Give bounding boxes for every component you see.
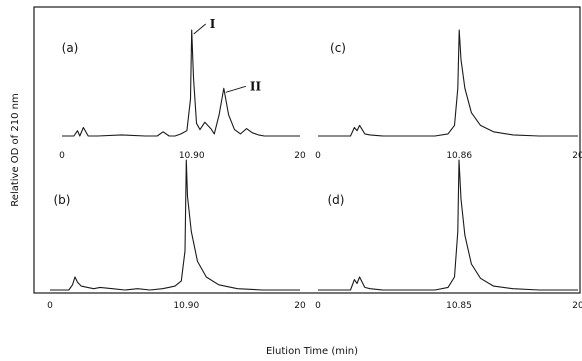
peak-label: II — [250, 79, 262, 93]
chromatogram-trace — [62, 29, 300, 137]
panel-label: (c) — [330, 41, 346, 55]
peak-pointer — [193, 23, 207, 35]
chromatogram-trace — [318, 159, 578, 291]
x-tick-label: 10.90 — [179, 151, 205, 161]
x-tick-label: 10.90 — [173, 301, 199, 311]
peak-label: I — [210, 17, 216, 31]
x-tick-label: 20 — [294, 301, 306, 311]
x-tick-label: 20 — [572, 301, 582, 311]
x-tick-label: 0 — [315, 301, 321, 311]
chromatogram-trace — [50, 159, 300, 291]
peak-pointer — [225, 85, 246, 93]
y-axis-label: Relative OD of 210 nm — [10, 93, 21, 206]
x-tick-label: 0 — [315, 151, 321, 161]
x-tick-label: 20 — [294, 151, 306, 161]
plot-frame — [33, 6, 581, 294]
x-tick-label: 0 — [47, 301, 53, 311]
chromatogram-trace — [318, 29, 578, 137]
panel-label: (d) — [328, 193, 345, 207]
x-tick-label: 20 — [572, 151, 582, 161]
panel-label: (b) — [54, 193, 71, 207]
x-tick-label: 10.86 — [446, 151, 472, 161]
panel-label: (a) — [62, 41, 79, 55]
x-axis-label: Elution Time (min) — [266, 346, 358, 357]
x-tick-label: 0 — [59, 151, 65, 161]
x-tick-label: 10.85 — [446, 301, 472, 311]
